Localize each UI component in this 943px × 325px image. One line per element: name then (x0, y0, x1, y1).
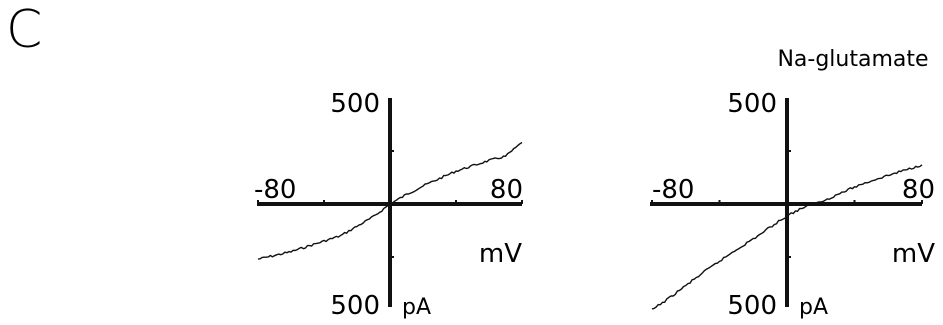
chart-title: Na-glutamate (777, 47, 928, 72)
iv-plot-na-glutamate: -80 80 500 500 mV pA Na-glutamate (650, 47, 935, 321)
y-axis-label: pA (402, 295, 431, 320)
y-axis-label: pA (799, 295, 828, 320)
y-tick-label-top: 500 (727, 89, 777, 119)
x-tick-label-pos: 80 (902, 175, 935, 205)
iv-trace-line (257, 141, 523, 260)
x-tick-label-pos: 80 (490, 175, 523, 205)
x-axis-label: mV (892, 239, 935, 269)
x-tick-label-neg: -80 (652, 175, 694, 205)
iv-trace-line (651, 164, 923, 310)
y-tick-label-bottom: 500 (330, 291, 380, 321)
x-axis-label: mV (479, 239, 522, 269)
x-tick-label-neg: -80 (254, 175, 296, 205)
y-tick-label-bottom: 500 (727, 291, 777, 321)
y-tick-label-top: 500 (330, 89, 380, 119)
iv-plot-control: -80 80 500 500 mV pA (254, 89, 523, 321)
panel-label: C (6, 0, 43, 60)
